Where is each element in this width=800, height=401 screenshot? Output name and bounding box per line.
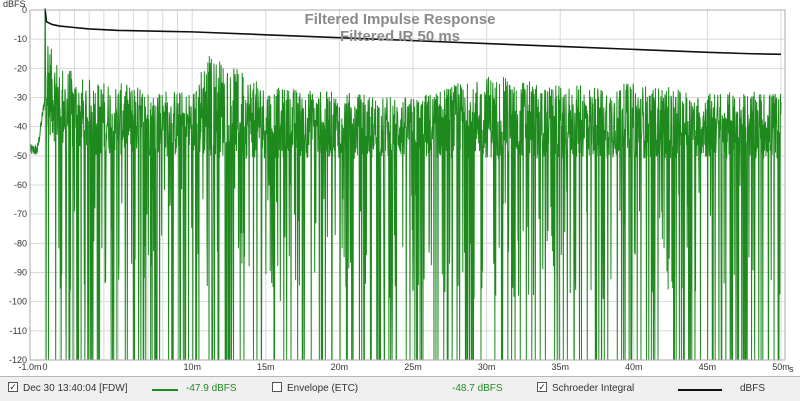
legend-value-envelope: -48.7 dBFS (452, 383, 503, 394)
legend-checkbox-ir[interactable]: ✓ (8, 382, 18, 392)
y-tick-label: -90 (14, 268, 27, 278)
legend-swatch-schroeder (678, 389, 722, 391)
x-tick-label: 20m (331, 362, 349, 372)
y-tick-label: -30 (14, 93, 27, 103)
x-tick-label: 25m (404, 362, 422, 372)
y-tick-label: -50 (14, 151, 27, 161)
x-tick-label: -1.0m (18, 362, 41, 372)
chart-title: Filtered Impulse Response (305, 11, 496, 28)
legend-label-ir: Dec 30 13:40:04 [FDW] (23, 383, 128, 394)
legend-swatch-ir (152, 389, 178, 391)
impulse-response-trace (29, 9, 782, 361)
impulse-response-chart: 0 -10 -20 -30 -40 -50 -60 -70 -80 -90 -100 -110 -120… (3, 0, 794, 374)
y-tick-label: -80 (14, 238, 27, 248)
legend-value-schroeder: dBFS (740, 383, 766, 394)
legend-label-envelope: Envelope (ETC) (287, 383, 359, 394)
x-axis-unit: s (789, 364, 794, 374)
y-tick-label: -110 (10, 326, 27, 336)
x-tick-label: 10m (183, 362, 201, 372)
x-tick-label: 15m (257, 362, 275, 372)
y-tick-label: -20 (14, 63, 27, 73)
y-tick-label: -60 (14, 180, 27, 190)
legend-value-ir: -47.9 dBFS (186, 383, 237, 394)
y-tick-label: -70 (14, 209, 27, 219)
legend-bar: ✓ Dec 30 13:40:04 [FDW] -47.9 dBFS Envel… (0, 376, 800, 401)
y-tick-label: -100 (9, 297, 27, 307)
y-tick-label: -120 (9, 355, 27, 365)
x-tick-label: 35m (551, 362, 569, 372)
y-tick-label: -10 (14, 34, 27, 44)
x-axis-ticks: -1.0m 0 10m 15m 20m 25m 30m 35m 40m 45m 50m (18, 362, 789, 372)
y-tick-label: -40 (14, 122, 27, 132)
schroeder-series (44, 8, 782, 56)
x-tick-label: 30m (478, 362, 496, 372)
x-tick-label: 40m (625, 362, 643, 372)
impulse-response-series (29, 9, 782, 361)
y-axis-label: dBFS (3, 0, 26, 9)
legend-checkbox-envelope[interactable] (272, 382, 282, 392)
chart-subtitle: Filtered IR 50 ms (340, 28, 460, 45)
plot-frame (29, 9, 786, 361)
x-tick-label: 0 (42, 362, 47, 372)
legend-checkbox-schroeder[interactable]: ✓ (537, 382, 547, 392)
x-tick-label: 45m (699, 362, 717, 372)
legend-label-schroeder: Schroeder Integral (552, 383, 635, 394)
schroeder-integral-line (44, 8, 782, 56)
y-tick-label: 0 (22, 5, 27, 15)
x-tick-label: 50m (772, 362, 790, 372)
y-axis-ticks: 0 -10 -20 -30 -40 -50 -60 -70 -80 -90 -100 -110 -120 (9, 5, 27, 365)
